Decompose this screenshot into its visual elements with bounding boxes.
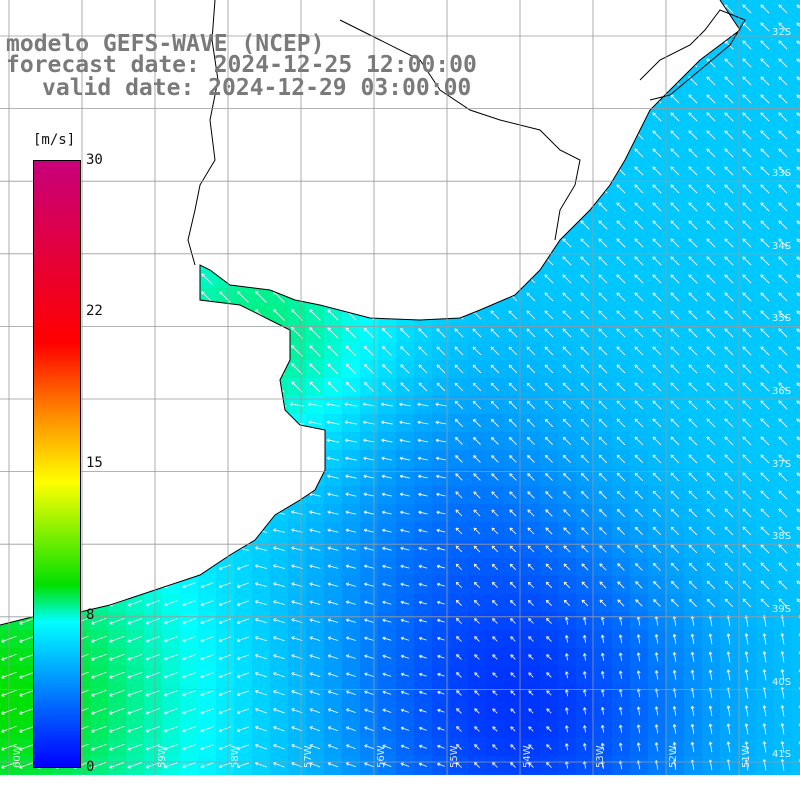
speed-cell (792, 180, 800, 198)
wind-arrow-head (778, 22, 782, 24)
speed-cell (792, 252, 800, 270)
speed-cell (792, 378, 800, 396)
speed-cell (792, 504, 800, 522)
wind-arrow (778, 4, 788, 14)
wind-arrow-head (742, 4, 746, 6)
wind-arrow-head (760, 40, 762, 44)
wind-arrow-head (742, 40, 744, 44)
wind-arrow-head (778, 22, 780, 26)
wind-arrow (724, 4, 734, 14)
speed-cell (792, 630, 800, 648)
speed-cell (792, 666, 800, 684)
speed-cell (792, 18, 800, 36)
wind-arrow (778, 40, 788, 50)
wind-arrow (742, 4, 752, 14)
speed-cell (792, 198, 800, 216)
wind-arrow-head (778, 40, 780, 44)
wind-arrow (796, 4, 800, 9)
wind-arrow (742, 22, 752, 32)
speed-cell (792, 540, 800, 558)
wind-arrow (760, 4, 770, 14)
wind-arrow-head (724, 4, 728, 6)
wind-arrow-head (796, 22, 798, 26)
speed-cell (792, 90, 800, 108)
wind-arrow-head (796, 22, 800, 24)
speed-cell (792, 342, 800, 360)
speed-cell (792, 576, 800, 594)
wind-arrow (760, 22, 770, 32)
speed-cell (792, 306, 800, 324)
wind-arrow-head (742, 40, 746, 42)
wind-arrow (742, 40, 752, 50)
speed-cell (792, 522, 800, 540)
wind-arrow-head (796, 40, 798, 44)
speed-cell (792, 324, 800, 342)
speed-cell (792, 468, 800, 486)
speed-cell (792, 756, 800, 774)
speed-cell (792, 720, 800, 738)
wind-arrow (796, 22, 800, 27)
speed-cell (792, 612, 800, 630)
wind-arrow-head (760, 22, 762, 26)
speed-cell (792, 0, 800, 18)
speed-cell (792, 702, 800, 720)
wind-arrow (796, 40, 800, 45)
speed-cell (792, 126, 800, 144)
speed-cell (792, 36, 800, 54)
wind-arrow-head (778, 4, 782, 6)
speed-cell (792, 234, 800, 252)
wind-arrow (724, 40, 734, 50)
speed-cell (792, 144, 800, 162)
speed-cell (792, 648, 800, 666)
speed-cell (792, 486, 800, 504)
wind-arrow (778, 22, 788, 32)
speed-cell (792, 738, 800, 756)
wind-arrow-head (760, 22, 764, 24)
speed-cell (792, 108, 800, 126)
speed-cell (792, 162, 800, 180)
speed-cell (792, 594, 800, 612)
speed-cell (792, 450, 800, 468)
wind-arrow-head (760, 40, 764, 42)
wind-arrow-head (778, 4, 780, 8)
speed-cell (792, 558, 800, 576)
wind-arrow-head (796, 40, 800, 42)
wind-arrow-head (742, 4, 744, 8)
speed-cell (792, 684, 800, 702)
wind-arrow (760, 40, 770, 50)
wind-arrow-head (760, 4, 764, 6)
speed-cell (792, 396, 800, 414)
wind-arrow-head (778, 40, 782, 42)
wind-arrow-head (760, 4, 762, 8)
speed-cell (792, 54, 800, 72)
speed-cell (792, 414, 800, 432)
speed-cell (792, 216, 800, 234)
speed-cell (792, 288, 800, 306)
speed-cell (792, 360, 800, 378)
wind-arrow-head (796, 4, 800, 6)
speed-cell (792, 432, 800, 450)
speed-cell (792, 270, 800, 288)
speed-cell (792, 72, 800, 90)
wind-arrow-head (796, 4, 798, 8)
